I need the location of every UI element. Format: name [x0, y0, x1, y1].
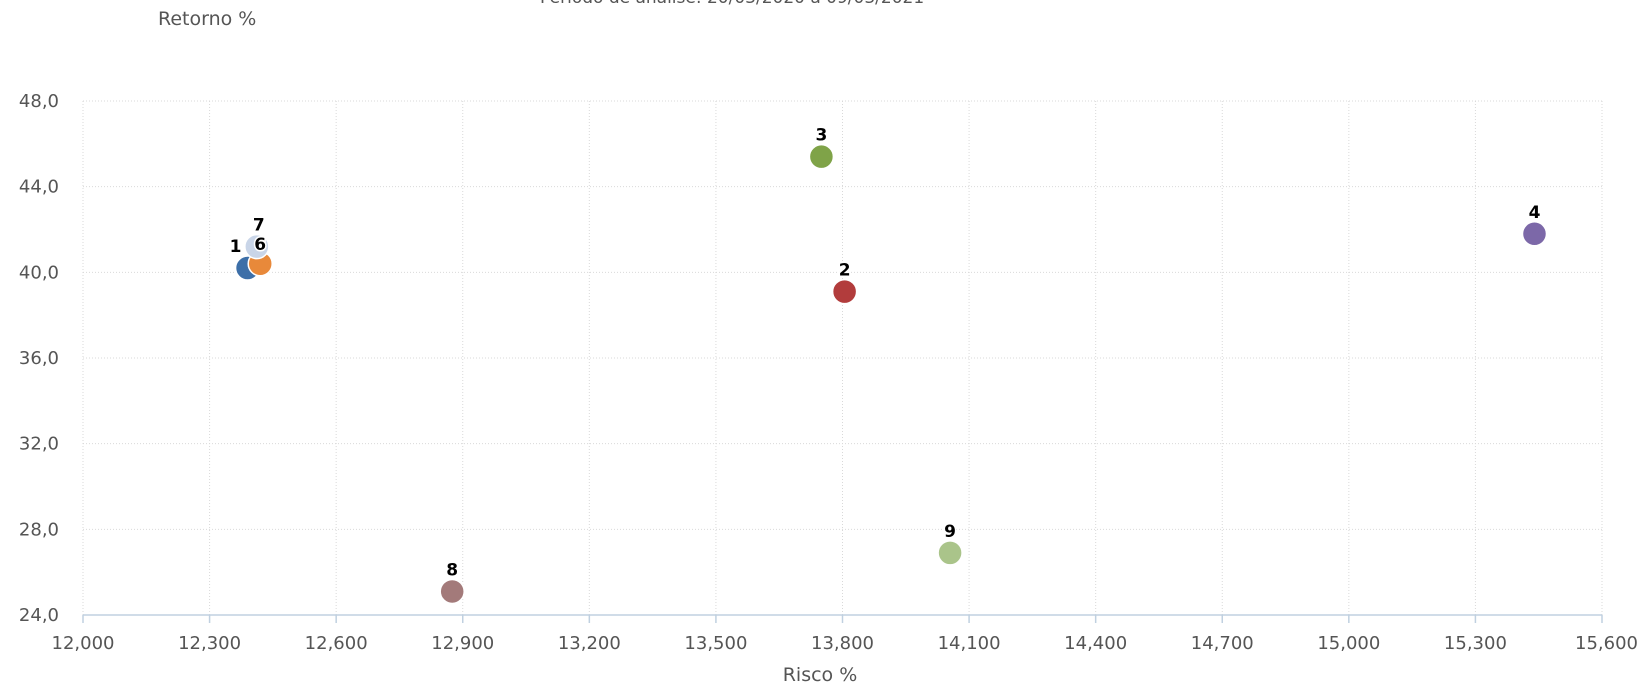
data-label: 2 — [839, 261, 851, 281]
y-tick-label: 32,0 — [19, 434, 59, 455]
data-point — [439, 578, 465, 605]
x-tick-label: 12,900 — [431, 633, 494, 654]
data-label: 8 — [446, 560, 458, 580]
y-axis-title: Retorno % — [158, 8, 257, 30]
y-tick-label: 44,0 — [19, 177, 59, 198]
x-tick-label: 13,800 — [811, 633, 874, 654]
data-label: 9 — [944, 522, 956, 542]
data-label: 4 — [1529, 203, 1541, 223]
data-point — [1521, 221, 1548, 247]
data-label: 3 — [815, 126, 827, 146]
chart-subtitle: Período de análise: 20/03/2020 a 09/03/2… — [540, 0, 1040, 8]
x-tick-label: 12,600 — [305, 633, 368, 654]
y-tick-label: 40,0 — [19, 262, 59, 283]
x-tick-label: 15,300 — [1444, 633, 1507, 654]
data-point — [937, 540, 963, 566]
x-tick-label: 15,000 — [1317, 633, 1380, 654]
x-tick-label: 14,100 — [938, 633, 1001, 654]
x-tick-label: 13,200 — [558, 633, 621, 654]
data-point — [244, 233, 270, 260]
x-tick-label: 13,500 — [684, 633, 747, 654]
x-tick-label: 15,600 — [1575, 633, 1638, 654]
data-point — [831, 278, 858, 305]
y-tick-label: 24,0 — [19, 605, 59, 626]
data-point — [808, 143, 835, 170]
data-label: 7 — [253, 216, 265, 236]
x-tick-label: 12,000 — [52, 633, 115, 654]
data-label: 1 — [230, 237, 242, 257]
y-tick-label: 48,0 — [19, 91, 59, 112]
y-tick-label: 28,0 — [19, 519, 59, 540]
x-tick-label: 14,400 — [1064, 633, 1127, 654]
y-tick-label: 36,0 — [19, 348, 59, 369]
x-axis-title: Risco % — [782, 664, 858, 686]
x-tick-label: 12,300 — [178, 633, 241, 654]
x-tick-label: 14,700 — [1191, 633, 1254, 654]
data-label: 6 — [254, 235, 266, 255]
